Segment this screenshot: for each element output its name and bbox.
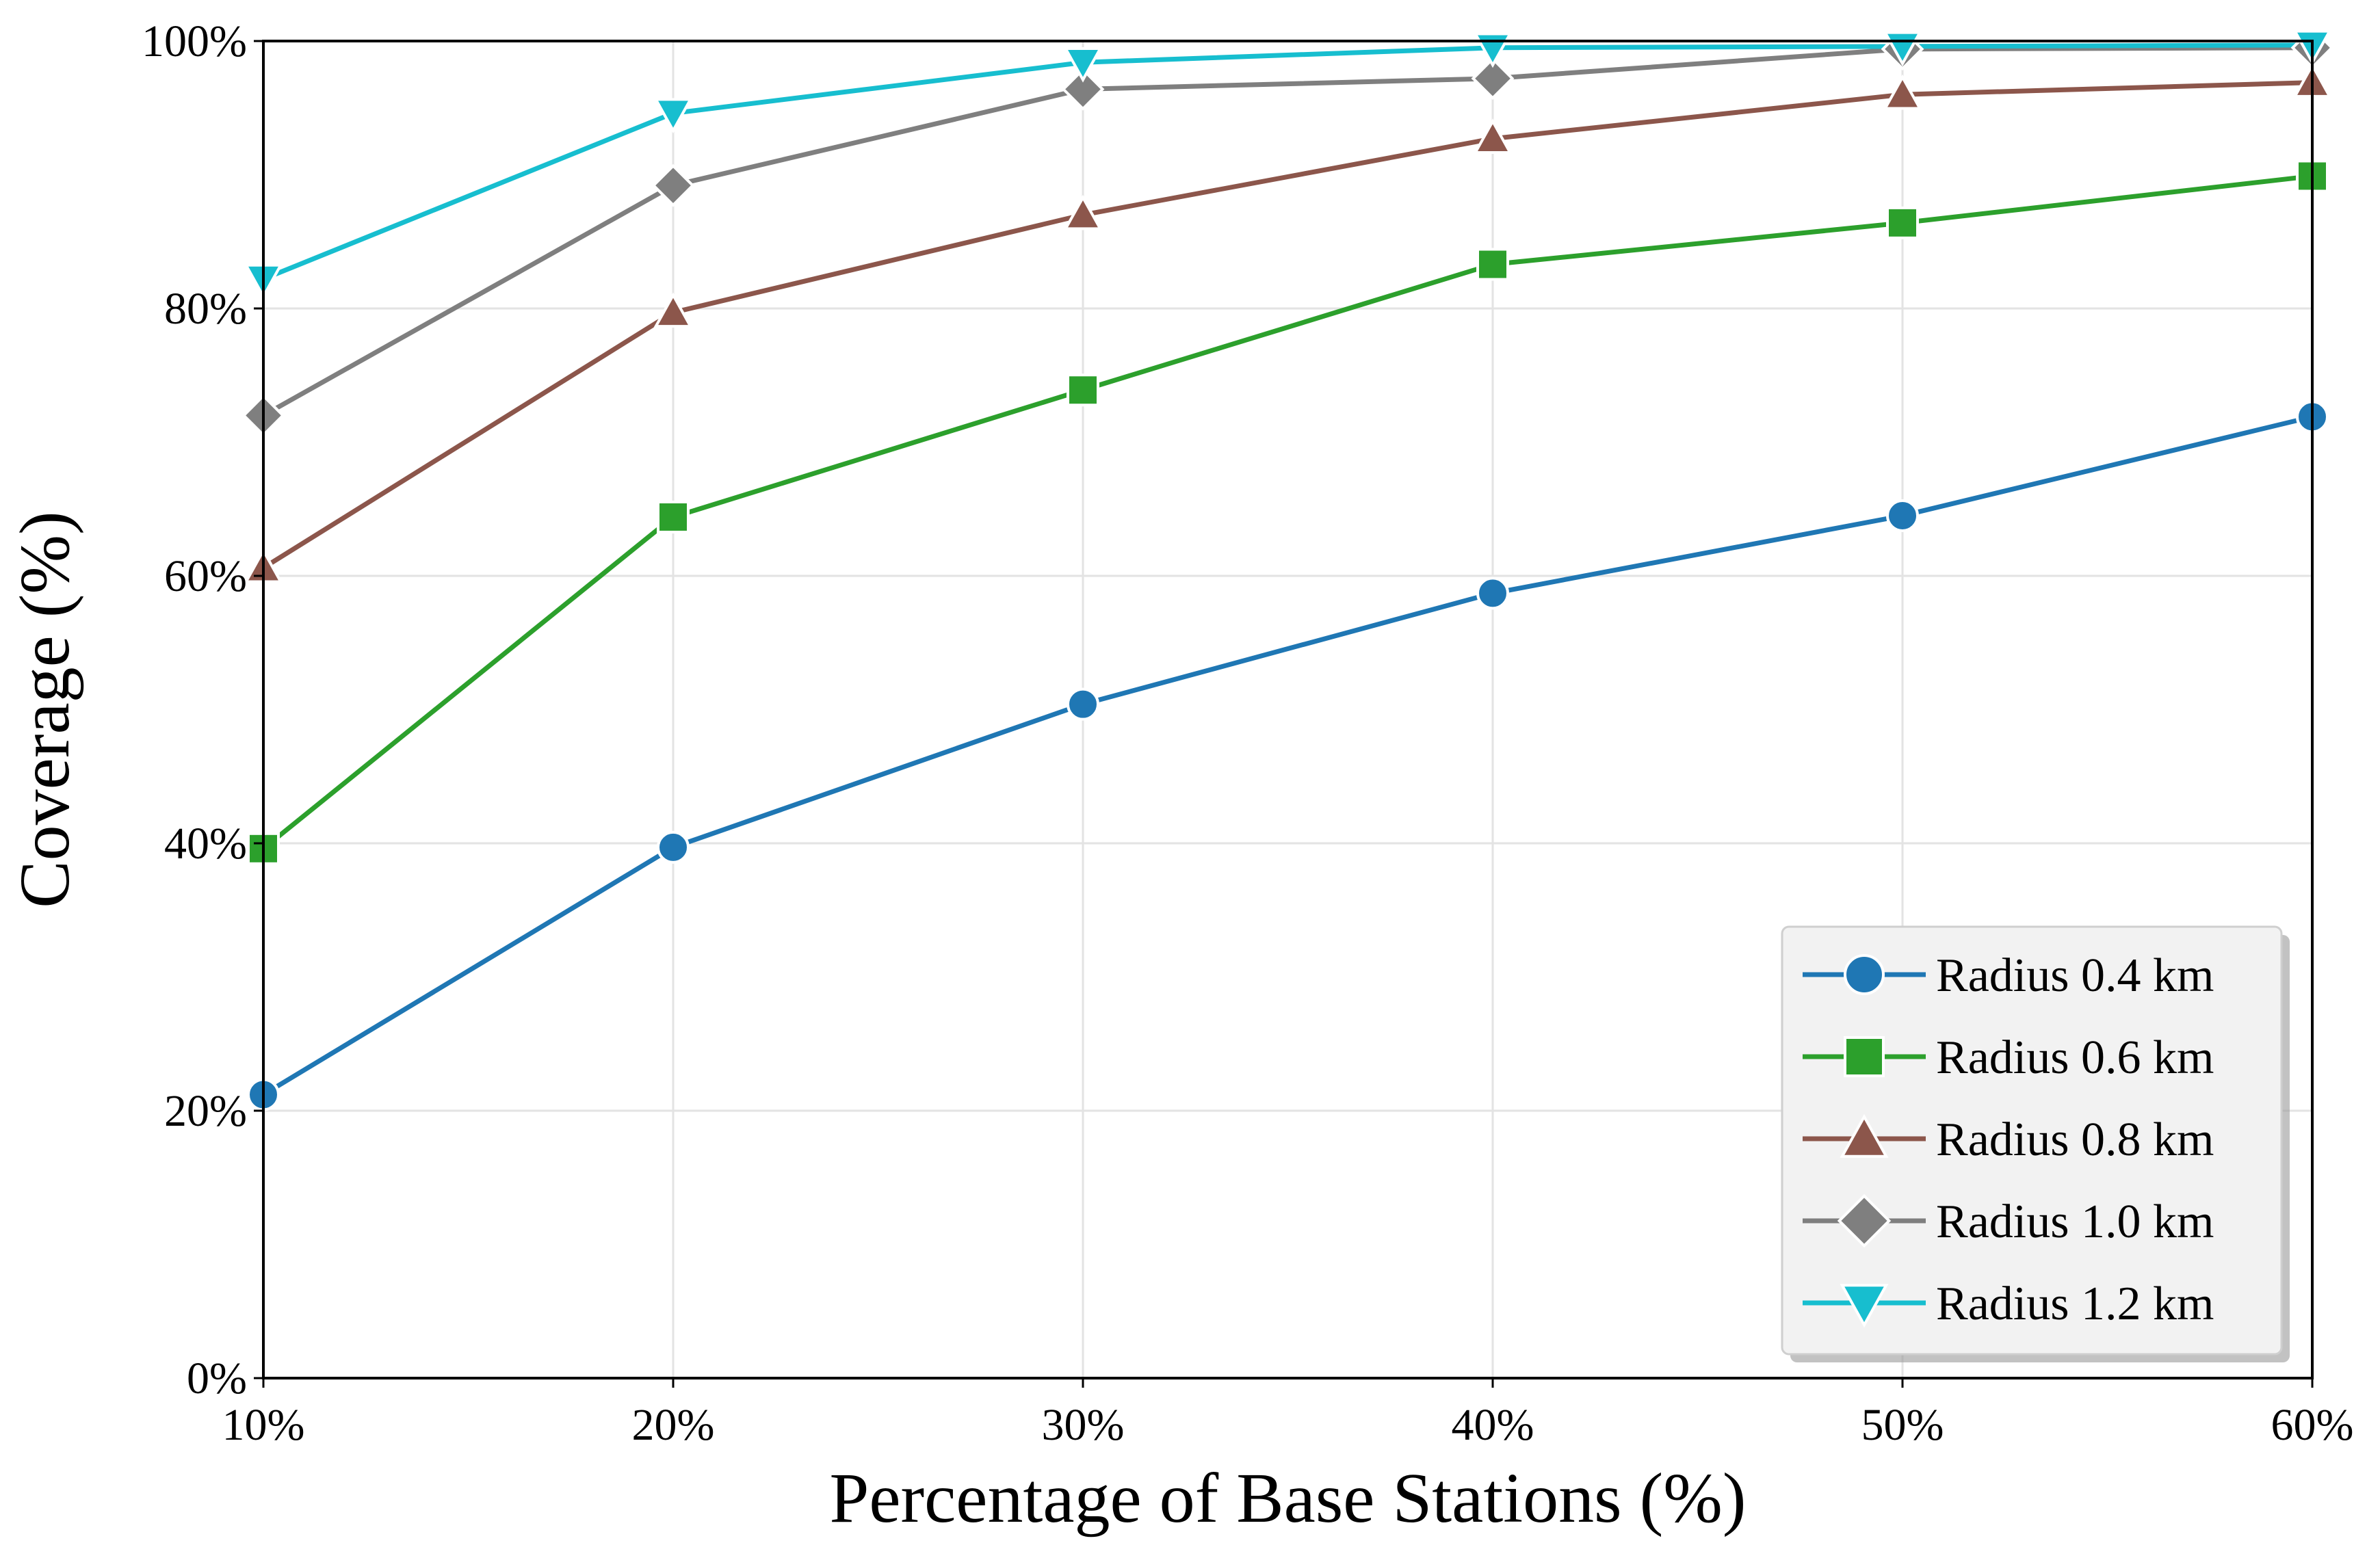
data-point <box>657 500 690 533</box>
data-point <box>1067 687 1099 721</box>
data-point <box>1471 57 1515 101</box>
x-tick-label: 40% <box>1452 1400 1534 1450</box>
x-tick-label: 10% <box>222 1400 305 1450</box>
data-point <box>1883 74 1922 110</box>
y-tick-label: 60% <box>164 551 247 601</box>
legend: Radius 0.4 km Radius 0.6 km Radius 0.8 km R… <box>1781 925 2290 1362</box>
y-tick-label: 20% <box>164 1086 247 1136</box>
data-point <box>651 163 695 207</box>
y-tick-label: 40% <box>164 819 247 869</box>
legend-label: Radius 0.4 km <box>1936 949 2214 1002</box>
legend-marker <box>1837 1193 1892 1248</box>
plot-frame <box>262 40 2314 1379</box>
legend-marker <box>1844 954 1885 995</box>
data-point <box>1063 47 1103 83</box>
data-point <box>1063 194 1103 230</box>
legend-marker <box>1840 1284 1889 1328</box>
data-point <box>1061 67 1105 111</box>
legend-label: Radius 1.0 km <box>1936 1196 2214 1248</box>
data-point <box>653 98 693 133</box>
axis-tick-labels: 10% 20% 30% 40% 50% 60% 0% 20% 40% 60% 80% 100% <box>142 16 2353 1450</box>
series-line-3 <box>262 80 2313 570</box>
legend-marker <box>1844 1036 1885 1077</box>
data-point <box>1473 118 1513 154</box>
legend-marker <box>1840 1113 1889 1158</box>
data-point <box>1886 499 1919 533</box>
series-line-4 <box>262 45 2313 418</box>
y-tick-label: 0% <box>187 1354 247 1403</box>
data-point <box>1476 577 1509 610</box>
data-point <box>1067 373 1099 407</box>
x-tick-label: 30% <box>1042 1400 1125 1450</box>
data-point <box>653 292 693 328</box>
data-point <box>1886 206 1919 239</box>
series-line-1 <box>262 414 2313 1097</box>
data-point <box>1476 248 1509 281</box>
series-lines <box>261 42 2313 1097</box>
legend-box <box>1781 925 2283 1356</box>
legend-label: Radius 0.8 km <box>1936 1113 2214 1166</box>
x-tick-label: 60% <box>2271 1400 2354 1450</box>
x-tick-label: 20% <box>632 1400 715 1450</box>
legend-label: Radius 0.6 km <box>1936 1031 2214 1084</box>
y-tick-label: 100% <box>142 16 247 66</box>
x-axis-title: Percentage of Base Stations (%) <box>829 1459 1746 1537</box>
data-point <box>657 830 690 864</box>
legend-label: Radius 1.2 km <box>1936 1278 2214 1330</box>
series-line-2 <box>261 173 2313 851</box>
y-tick-label: 80% <box>164 284 247 334</box>
y-axis-title: Coverage (%) <box>5 511 84 908</box>
axis-ticks <box>254 40 2314 1388</box>
x-tick-label: 50% <box>1861 1400 1944 1450</box>
series-line-5 <box>262 42 2313 282</box>
